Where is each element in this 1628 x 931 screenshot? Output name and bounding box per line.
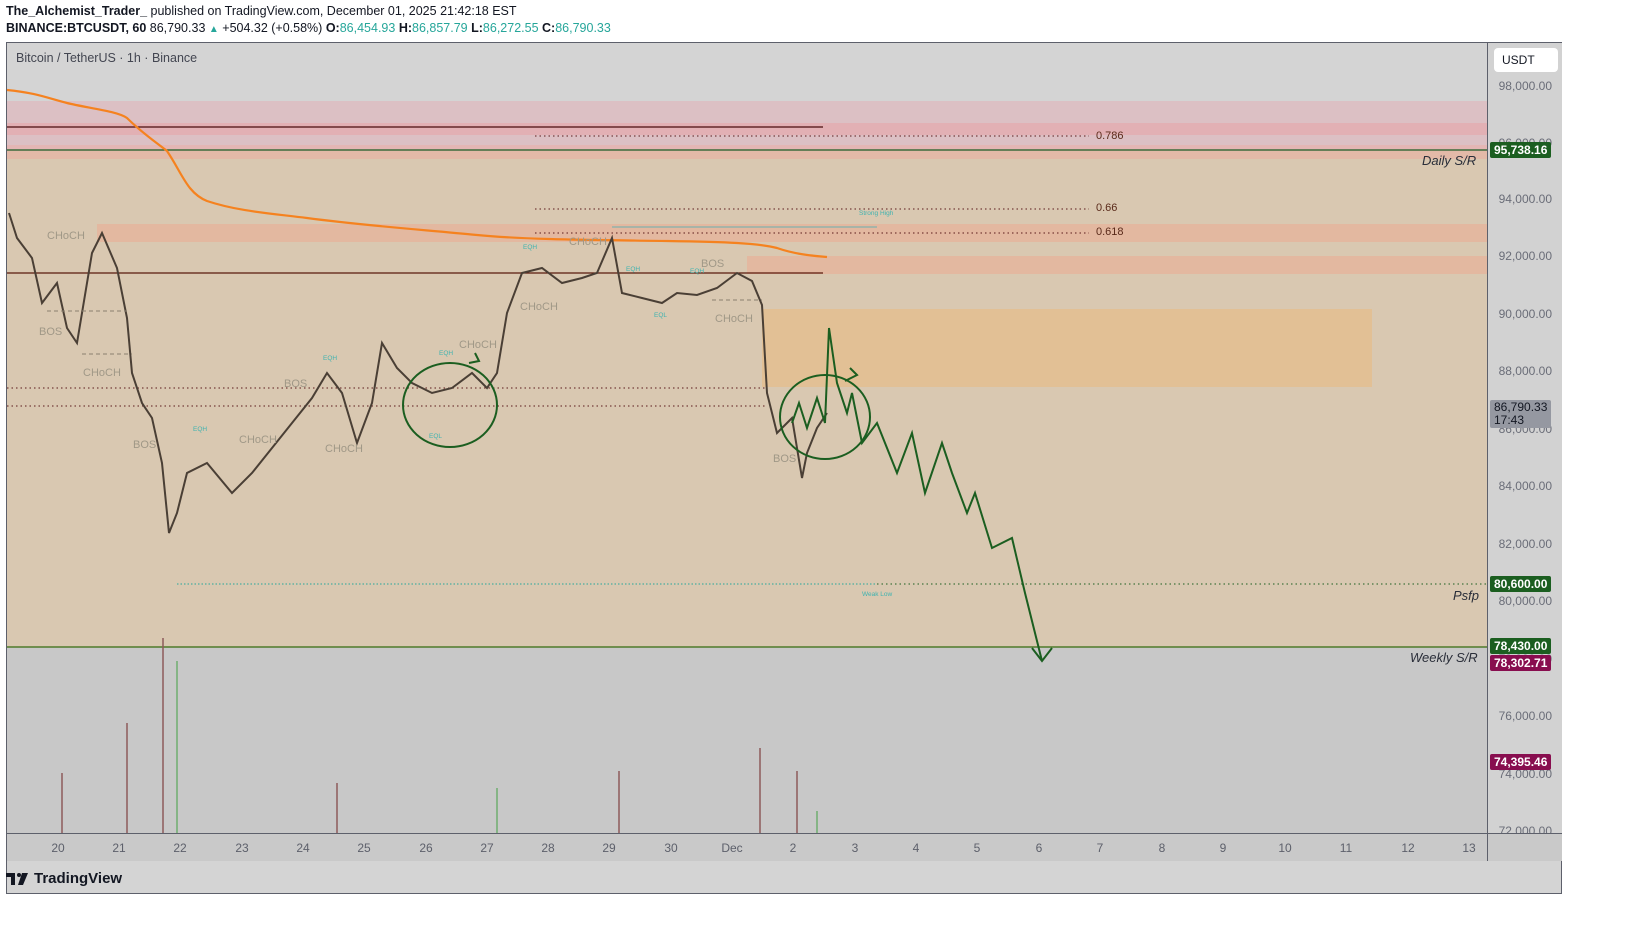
eqh-label: EQH [626, 266, 641, 273]
bar-countdown: 17:43 [1494, 413, 1525, 427]
x-tick: 13 [1462, 841, 1476, 855]
author-name[interactable]: The_Alchemist_Trader_ [6, 4, 148, 18]
currency-selector[interactable]: USDT [1494, 48, 1558, 72]
tradingview-brand: TradingView [34, 870, 123, 887]
eql-label: EQL [429, 433, 443, 440]
bos-label: BOS [39, 326, 63, 338]
bos-label: BOS [133, 439, 157, 451]
x-tick: 24 [296, 841, 310, 855]
x-tick: 26 [419, 841, 433, 855]
choch-label: CHoCH [715, 313, 753, 325]
x-tick: 20 [51, 841, 65, 855]
open-value: 86,454.93 [339, 21, 396, 35]
price-label-weekly-sr: 78,430.00 [1490, 638, 1552, 654]
open-label: O: [325, 21, 340, 35]
up-arrow-icon: ▲ [208, 24, 219, 35]
tradingview-logo-icon [6, 872, 28, 885]
x-tick: 30 [664, 841, 678, 855]
y-tick: 80,000.00 [1498, 594, 1552, 608]
symbol-legend[interactable]: Bitcoin / TetherUS · 1h · Binance [16, 51, 198, 65]
psfp-label: Psfp [1453, 588, 1480, 603]
bos-label: BOS [284, 378, 308, 390]
weak-low-label: Weak Low [862, 591, 893, 598]
close-label: C: [542, 21, 556, 35]
x-tick: 21 [112, 841, 126, 855]
price-label-psfp: 80,600.00 [1490, 576, 1552, 592]
price-label-target-2: 74,395.46 [1490, 754, 1552, 770]
low-value: 86,272.55 [482, 21, 539, 35]
low-label: L: [471, 21, 483, 35]
price-axis[interactable]: USDT 98,000.00 96,000.00 94,000.00 92,00… [1487, 43, 1562, 838]
y-tick: 94,000.00 [1498, 192, 1552, 206]
eqh-label: EQH [323, 355, 338, 362]
daily-sr-label: Daily S/R [1422, 153, 1477, 168]
high-value: 86,857.79 [412, 21, 468, 35]
fib-0618-label: 0.618 [1096, 226, 1124, 238]
choch-label: CHoCH [239, 434, 277, 446]
x-tick: 4 [912, 841, 920, 855]
x-tick: 22 [173, 841, 187, 855]
fib-0786-label: 0.786 [1096, 130, 1124, 142]
x-tick: 12 [1401, 841, 1415, 855]
eqh-label: EQH [523, 244, 538, 251]
x-tick: 6 [1035, 841, 1043, 855]
weekly-sr-label: Weekly S/R [1410, 650, 1478, 665]
published-text: published on TradingView.com, December 0… [150, 4, 517, 18]
x-tick: 29 [602, 841, 616, 855]
choch-label: CHoCH [325, 443, 363, 455]
eqh-label: EQH [690, 268, 705, 275]
x-tick: 9 [1219, 841, 1227, 855]
chart-plot-area[interactable]: Bitcoin / TetherUS · 1h · Binance 0.786 … [7, 43, 1487, 833]
strong-high-label: Strong High [859, 210, 894, 217]
y-tick: 84,000.00 [1498, 479, 1552, 493]
x-tick: 7 [1096, 841, 1104, 855]
time-axis[interactable]: 20 21 22 23 24 25 26 27 28 29 30 Dec 2 3… [7, 833, 1487, 861]
choch-label: CHoCH [569, 236, 607, 248]
bos-label: BOS [701, 258, 725, 270]
x-tick: 28 [541, 841, 555, 855]
choch-label: CHoCH [459, 339, 497, 351]
bos-label: BOS [773, 453, 797, 465]
price-label-last: 86,790.33 17:43 [1490, 400, 1552, 428]
eqh-label: EQH [439, 350, 454, 357]
price-label-daily-sr: 95,738.16 [1490, 142, 1552, 158]
x-tick: 2 [789, 841, 797, 855]
y-tick: 88,000.00 [1498, 364, 1552, 378]
high-label: H: [398, 21, 413, 35]
ohlc-bar: BINANCE:BTCUSDT, 60 86,790.33 ▲ +504.32 … [6, 21, 611, 35]
publish-info: The_Alchemist_Trader_ published on Tradi… [6, 4, 517, 18]
choch-label: CHoCH [47, 230, 85, 242]
symbol-label: BINANCE:BTCUSDT, 60 [6, 21, 147, 35]
price-change: +504.32 (+0.58%) [222, 21, 323, 35]
x-tick: 11 [1339, 841, 1353, 855]
tradingview-logo[interactable]: TradingView [6, 870, 122, 887]
x-tick: 23 [235, 841, 249, 855]
last-price: 86,790.33 [149, 21, 206, 35]
close-value: 86,790.33 [555, 21, 611, 35]
y-tick: 98,000.00 [1498, 79, 1552, 93]
x-tick: 10 [1278, 841, 1292, 855]
choch-label: CHoCH [83, 367, 121, 379]
y-tick: 90,000.00 [1498, 307, 1552, 321]
x-tick: Dec [721, 841, 743, 855]
fib-066-label: 0.66 [1096, 202, 1118, 214]
price-chart [7, 43, 1487, 833]
y-tick: 76,000.00 [1498, 709, 1552, 723]
x-tick: 5 [973, 841, 981, 855]
last-price-value: 86,790.33 [1494, 400, 1548, 414]
y-tick: 92,000.00 [1498, 249, 1552, 263]
x-tick: 25 [357, 841, 371, 855]
choch-label: CHoCH [520, 301, 558, 313]
eqh-label: EQH [193, 426, 208, 433]
eql-label: EQL [654, 312, 668, 319]
x-tick: 8 [1158, 841, 1166, 855]
x-tick: 27 [480, 841, 494, 855]
y-tick: 82,000.00 [1498, 537, 1552, 551]
axis-corner [1487, 833, 1562, 861]
y-tick: 74,000.00 [1498, 767, 1552, 781]
price-label-target: 78,302.71 [1490, 655, 1552, 671]
x-tick: 3 [851, 841, 859, 855]
